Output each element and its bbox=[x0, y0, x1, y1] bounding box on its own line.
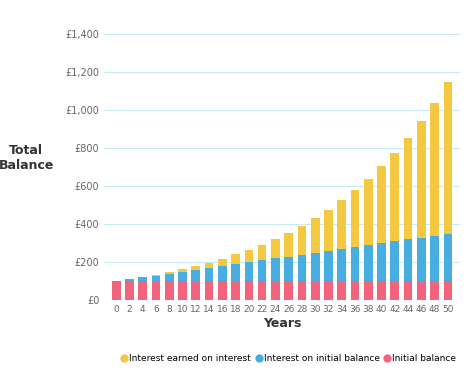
Bar bbox=[377, 243, 386, 281]
Bar bbox=[138, 277, 147, 281]
Bar bbox=[364, 245, 373, 281]
Bar bbox=[165, 281, 173, 300]
Bar bbox=[152, 275, 160, 276]
Bar bbox=[430, 236, 439, 281]
Bar bbox=[152, 276, 160, 281]
Bar bbox=[178, 281, 187, 300]
X-axis label: Years: Years bbox=[263, 317, 301, 330]
Bar bbox=[231, 255, 240, 264]
Bar bbox=[231, 281, 240, 300]
Bar bbox=[417, 238, 426, 281]
Bar bbox=[245, 250, 253, 262]
Bar bbox=[218, 259, 227, 266]
Bar bbox=[125, 279, 134, 281]
Bar bbox=[364, 281, 373, 300]
Bar bbox=[205, 268, 213, 281]
Bar bbox=[444, 234, 452, 281]
Bar bbox=[377, 281, 386, 300]
Bar bbox=[258, 245, 266, 260]
Bar bbox=[112, 281, 120, 300]
Bar bbox=[377, 166, 386, 243]
Bar bbox=[178, 272, 187, 281]
Bar bbox=[125, 281, 134, 300]
Bar bbox=[178, 269, 187, 272]
Bar bbox=[417, 121, 426, 238]
Bar bbox=[258, 260, 266, 281]
Bar bbox=[245, 281, 253, 300]
Bar bbox=[404, 281, 412, 300]
Bar bbox=[165, 272, 173, 274]
Bar bbox=[391, 281, 399, 300]
Bar bbox=[284, 233, 293, 256]
Bar bbox=[324, 251, 333, 281]
Bar bbox=[284, 256, 293, 281]
Bar bbox=[364, 179, 373, 245]
Bar bbox=[337, 249, 346, 281]
Bar bbox=[152, 281, 160, 300]
Bar bbox=[284, 281, 293, 300]
Bar bbox=[391, 241, 399, 281]
Legend: Interest earned on interest, Interest on initial balance, Initial balance: Interest earned on interest, Interest on… bbox=[118, 350, 460, 367]
Bar bbox=[165, 274, 173, 281]
Bar bbox=[205, 263, 213, 268]
Bar bbox=[271, 281, 280, 300]
Bar bbox=[191, 281, 200, 300]
Bar bbox=[271, 239, 280, 258]
Bar bbox=[430, 281, 439, 300]
Bar bbox=[311, 253, 319, 281]
Bar bbox=[191, 270, 200, 281]
Bar bbox=[337, 200, 346, 249]
Bar bbox=[218, 281, 227, 300]
Bar bbox=[351, 247, 359, 281]
Bar bbox=[404, 138, 412, 239]
Bar bbox=[138, 281, 147, 300]
Bar bbox=[430, 103, 439, 236]
Bar bbox=[205, 281, 213, 300]
Bar bbox=[231, 264, 240, 281]
Bar bbox=[218, 266, 227, 281]
Bar bbox=[417, 281, 426, 300]
Bar bbox=[444, 82, 452, 234]
Bar bbox=[258, 281, 266, 300]
Bar bbox=[298, 281, 306, 300]
Bar bbox=[298, 255, 306, 281]
Bar bbox=[337, 281, 346, 300]
Bar bbox=[324, 281, 333, 300]
Bar bbox=[311, 218, 319, 253]
Bar bbox=[404, 239, 412, 281]
Bar bbox=[351, 190, 359, 247]
Bar bbox=[245, 262, 253, 281]
Bar bbox=[298, 226, 306, 255]
Bar bbox=[271, 258, 280, 281]
Bar bbox=[391, 153, 399, 241]
Bar bbox=[324, 210, 333, 251]
Text: Total
Balance: Total Balance bbox=[0, 144, 54, 172]
Bar bbox=[311, 281, 319, 300]
Bar bbox=[351, 281, 359, 300]
Bar bbox=[444, 281, 452, 300]
Bar bbox=[191, 266, 200, 270]
